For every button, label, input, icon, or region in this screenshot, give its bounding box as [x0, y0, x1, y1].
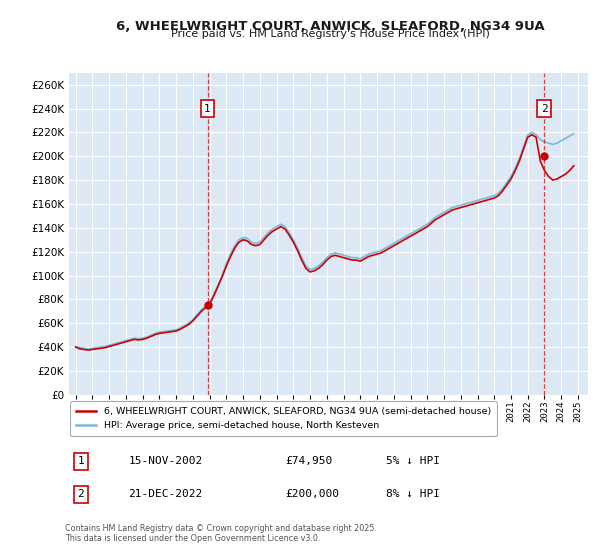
- Text: 8% ↓ HPI: 8% ↓ HPI: [386, 489, 439, 499]
- Text: £200,000: £200,000: [286, 489, 340, 499]
- Legend: 6, WHEELWRIGHT COURT, ANWICK, SLEAFORD, NG34 9UA (semi-detached house), HPI: Ave: 6, WHEELWRIGHT COURT, ANWICK, SLEAFORD, …: [70, 401, 497, 436]
- Text: £74,950: £74,950: [286, 456, 333, 466]
- Text: 5% ↓ HPI: 5% ↓ HPI: [386, 456, 439, 466]
- Text: 21-DEC-2022: 21-DEC-2022: [128, 489, 203, 499]
- Point: [203, 301, 212, 310]
- Point: [539, 152, 549, 161]
- Text: 1: 1: [204, 104, 211, 114]
- Text: Price paid vs. HM Land Registry's House Price Index (HPI): Price paid vs. HM Land Registry's House …: [170, 29, 490, 39]
- Text: 1: 1: [77, 456, 85, 466]
- Text: 2: 2: [77, 489, 85, 499]
- Text: 6, WHEELWRIGHT COURT, ANWICK, SLEAFORD, NG34 9UA: 6, WHEELWRIGHT COURT, ANWICK, SLEAFORD, …: [116, 20, 544, 32]
- Text: 15-NOV-2002: 15-NOV-2002: [128, 456, 203, 466]
- Text: Contains HM Land Registry data © Crown copyright and database right 2025.
This d: Contains HM Land Registry data © Crown c…: [65, 524, 377, 543]
- Text: 2: 2: [541, 104, 547, 114]
